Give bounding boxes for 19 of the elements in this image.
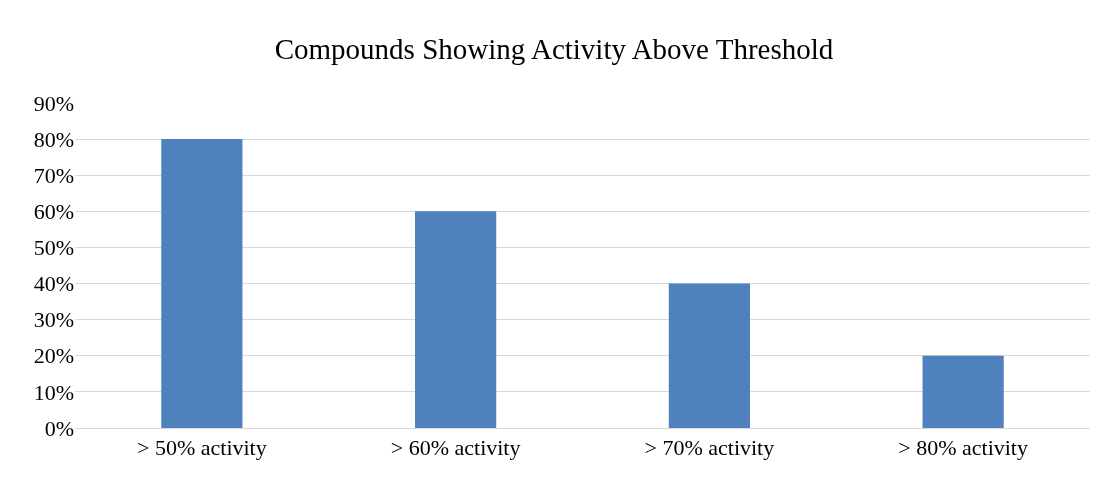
chart-title: Compounds Showing Activity Above Threshold (274, 32, 834, 65)
y-tick-label: 50% (33, 235, 74, 261)
y-tick-label: 40% (33, 271, 74, 297)
y-tick-label: 70% (33, 162, 74, 188)
x-tick-label: > 70% activity (644, 435, 775, 461)
y-tick-label: 90% (33, 90, 74, 116)
y-tick-label: 20% (33, 343, 74, 369)
bar (415, 211, 497, 428)
x-tick-label: > 80% activity (898, 435, 1028, 461)
x-tick-label: > 50% activity (137, 435, 267, 461)
bar (161, 139, 243, 428)
y-tick-label: 60% (33, 199, 74, 225)
y-tick-label: 30% (33, 307, 74, 333)
y-tick-label: 80% (33, 126, 74, 152)
bar (922, 355, 1004, 428)
y-tick-label: 0% (44, 415, 74, 441)
x-tick-label: > 60% activity (390, 435, 521, 461)
y-tick-label: 10% (33, 379, 74, 405)
bar (668, 283, 750, 428)
